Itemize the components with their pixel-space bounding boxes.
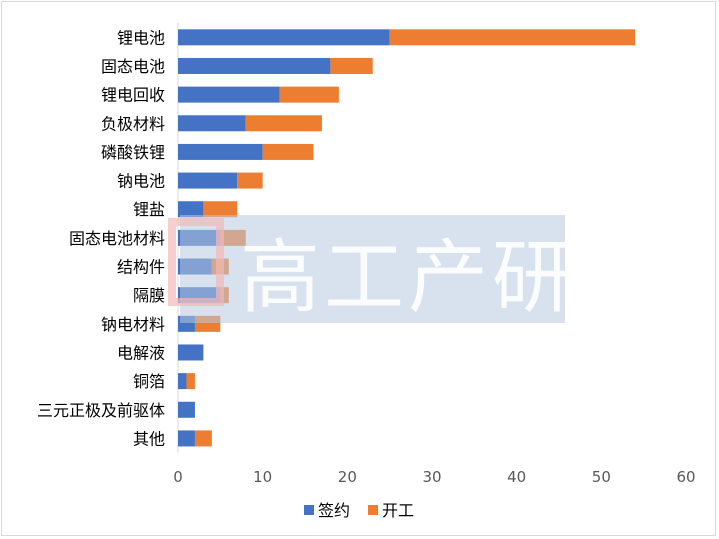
- bar-signed: [178, 401, 195, 418]
- category-label: 三元正极及前驱体: [37, 401, 165, 420]
- category-label: 固态电池: [101, 57, 165, 76]
- legend-label: 签约: [318, 501, 350, 520]
- bar-signed: [178, 201, 204, 218]
- legend-swatch: [304, 505, 314, 515]
- bar-started: [194, 430, 212, 447]
- category-label: 负极材料: [101, 114, 165, 133]
- legend-swatch: [368, 505, 378, 515]
- x-tick-label: 60: [676, 468, 695, 486]
- watermark-text: 高工产研: [240, 231, 576, 324]
- category-label: 钠电材料: [101, 315, 165, 334]
- bar-started: [237, 172, 263, 189]
- x-tick-label: 40: [507, 468, 526, 486]
- bar-started: [262, 143, 314, 160]
- category-label: 锂电池: [117, 28, 165, 47]
- bar-started: [279, 86, 339, 103]
- bar-signed: [178, 86, 280, 103]
- category-label: 隔膜: [133, 286, 165, 305]
- x-tick-label: 0: [173, 468, 183, 486]
- bar-signed: [178, 115, 246, 132]
- watermark-logo: [168, 218, 224, 306]
- category-label: 磷酸铁锂: [101, 143, 165, 162]
- x-tick-label: 30: [422, 468, 441, 486]
- x-tick-label: 20: [338, 468, 357, 486]
- watermark-band: [180, 215, 565, 323]
- category-label: 铜箔: [133, 372, 165, 391]
- legend-label: 开工: [382, 501, 414, 520]
- bar-started: [389, 29, 636, 46]
- bar-signed: [178, 143, 263, 160]
- category-label: 电解液: [117, 343, 165, 362]
- bar-started: [186, 373, 195, 390]
- bar-started: [330, 57, 373, 74]
- bar-signed: [178, 57, 331, 74]
- bar-signed: [178, 29, 390, 46]
- category-label: 其他: [133, 429, 165, 448]
- category-label: 固态电池材料: [69, 229, 165, 248]
- bar-started: [245, 115, 322, 132]
- bar-signed: [178, 344, 204, 361]
- bar-signed: [178, 172, 238, 189]
- category-label: 锂电回收: [101, 86, 165, 105]
- category-label: 结构件: [117, 258, 165, 277]
- category-label: 钠电池: [117, 172, 165, 191]
- x-tick-label: 50: [592, 468, 611, 486]
- bar-signed: [178, 430, 195, 447]
- category-label: 锂盐: [133, 200, 165, 219]
- bar-started: [203, 201, 238, 218]
- bar-signed: [178, 373, 187, 390]
- x-tick-label: 10: [253, 468, 272, 486]
